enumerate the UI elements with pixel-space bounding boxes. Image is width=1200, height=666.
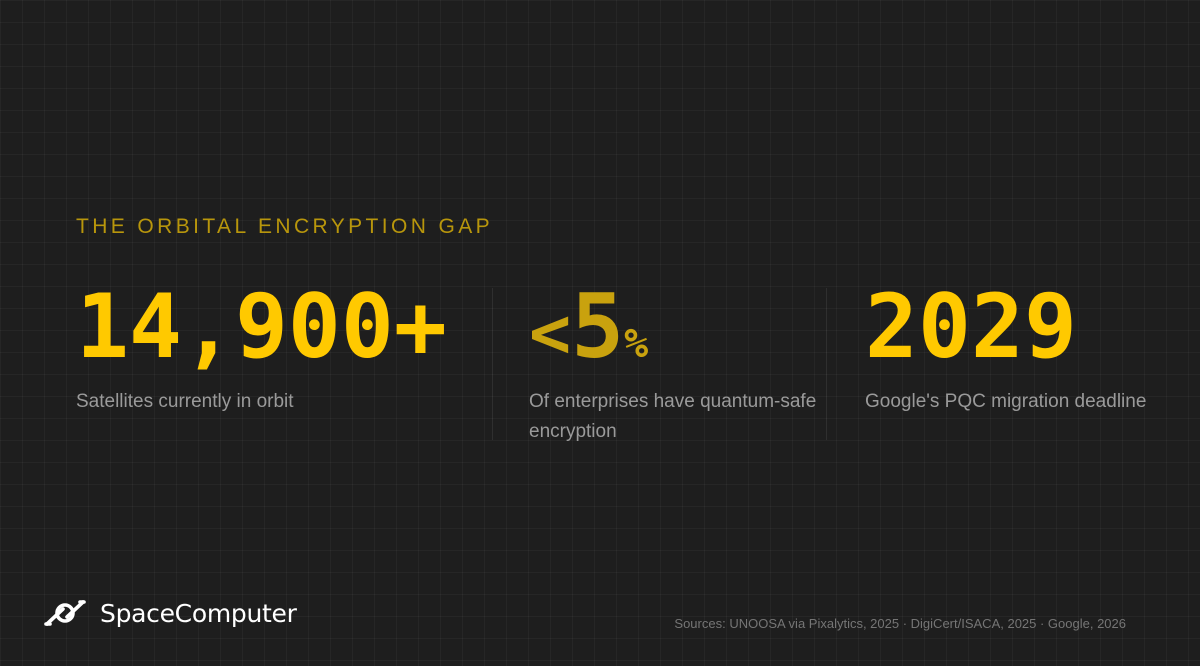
- stat-quantum-safe-prefix: <: [529, 292, 572, 374]
- stat-quantum-safe-caption: Of enterprises have quantum-safe encrypt…: [529, 391, 817, 442]
- stat-quantum-safe-number: 5: [571, 275, 625, 378]
- stat-satellites: 14,900+ Satellites currently in orbit: [76, 283, 486, 417]
- stat-pqc-deadline-caption: Google's PQC migration deadline: [865, 391, 1147, 412]
- slide-kicker: THE ORBITAL ENCRYPTION GAP: [76, 215, 494, 238]
- stat-pqc-deadline: 2029 Google's PQC migration deadline: [865, 283, 1165, 417]
- stat-divider: [826, 288, 827, 440]
- stat-satellites-caption: Satellites currently in orbit: [76, 391, 294, 412]
- stat-satellites-value: 14,900+: [76, 275, 447, 378]
- stat-quantum-safe: <5% Of enterprises have quantum-safe enc…: [529, 283, 819, 447]
- stat-quantum-safe-value: <5%: [529, 283, 819, 375]
- spacecomputer-logo-icon: [44, 600, 86, 626]
- brand-logo: SpaceComputer: [44, 596, 297, 630]
- brand-name: SpaceComputer: [100, 598, 297, 628]
- stat-divider: [492, 288, 493, 440]
- sources-note: Sources: UNOOSA via Pixalytics, 2025 · D…: [674, 616, 1126, 631]
- stat-quantum-safe-suffix: %: [624, 321, 649, 367]
- stat-pqc-deadline-value: 2029: [865, 275, 1077, 378]
